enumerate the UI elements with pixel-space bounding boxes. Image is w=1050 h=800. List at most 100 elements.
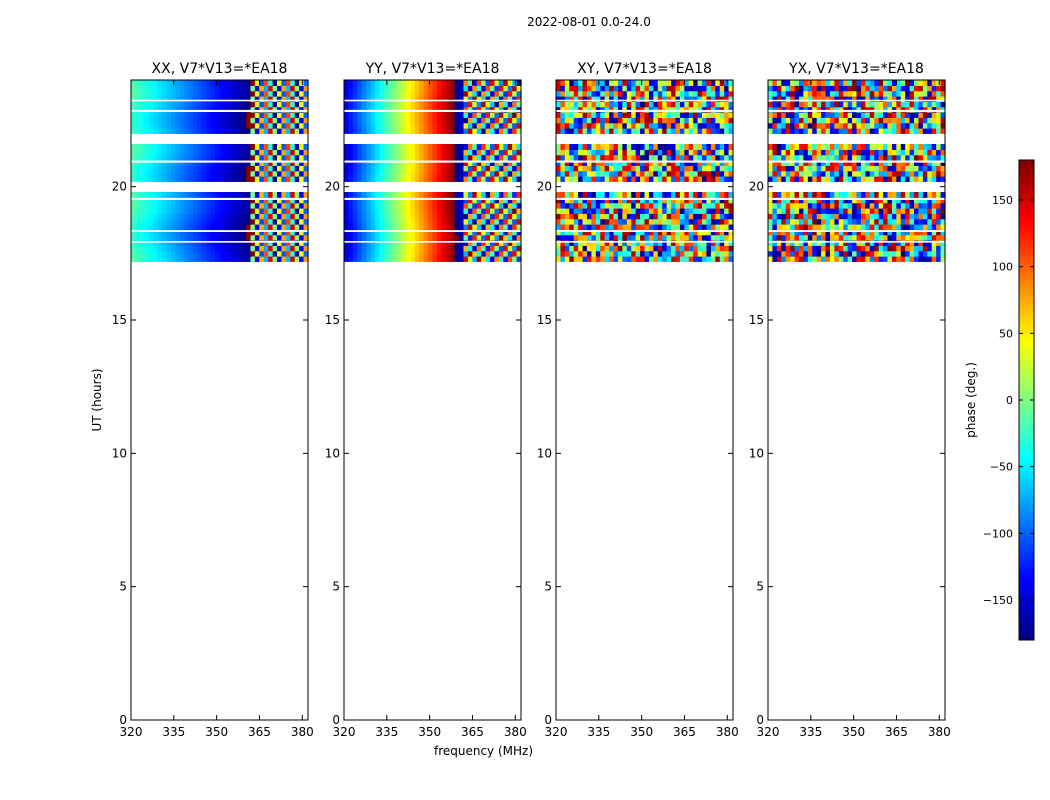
heatmap-cell bbox=[170, 160, 176, 166]
heatmap-cell bbox=[481, 192, 487, 198]
heatmap-cell bbox=[357, 245, 363, 252]
heatmap-cell bbox=[657, 106, 663, 113]
heatmap-cell bbox=[781, 106, 787, 113]
heatmap-cell bbox=[254, 245, 260, 252]
heatmap-cell bbox=[472, 250, 478, 257]
heatmap-cell bbox=[157, 245, 163, 252]
heatmap-cell bbox=[357, 218, 363, 225]
heatmap-cell bbox=[856, 224, 862, 230]
heatmap-cell bbox=[803, 154, 809, 161]
heatmap-cell bbox=[883, 149, 889, 156]
heatmap-cell bbox=[401, 176, 407, 182]
heatmap-cell bbox=[507, 224, 513, 230]
heatmap-cell bbox=[388, 197, 394, 204]
heatmap-cell bbox=[940, 208, 946, 214]
heatmap-cell bbox=[865, 85, 871, 92]
heatmap-cell bbox=[352, 256, 358, 262]
heatmap-cell bbox=[503, 160, 509, 166]
heatmap-cell bbox=[246, 234, 252, 241]
heatmap-cell bbox=[564, 197, 570, 204]
heatmap-cell bbox=[710, 154, 716, 161]
heatmap-cell bbox=[290, 202, 296, 209]
heatmap-cell bbox=[516, 154, 522, 161]
heatmap-cell bbox=[896, 208, 902, 214]
heatmap-cell bbox=[357, 176, 363, 182]
heatmap-cell bbox=[940, 256, 946, 262]
heatmap-cell bbox=[388, 229, 394, 236]
heatmap-cell bbox=[450, 256, 456, 262]
heatmap-cell bbox=[776, 213, 782, 220]
heatmap-cell bbox=[445, 144, 451, 150]
heatmap-cell bbox=[259, 245, 265, 252]
heatmap-cell bbox=[516, 160, 522, 166]
heatmap-cell bbox=[153, 165, 159, 172]
heatmap-cell bbox=[450, 170, 456, 177]
heatmap-cell bbox=[578, 122, 584, 129]
heatmap-cell bbox=[905, 122, 911, 129]
heatmap-cell bbox=[595, 218, 601, 225]
heatmap-cell bbox=[595, 112, 601, 118]
heatmap-cell bbox=[285, 85, 291, 92]
heatmap-cell bbox=[476, 165, 482, 172]
heatmap-cell bbox=[600, 197, 606, 204]
heatmap-cell bbox=[467, 144, 473, 150]
heatmap-cell bbox=[432, 224, 438, 230]
heatmap-cell bbox=[188, 128, 194, 134]
heatmap-cell bbox=[467, 192, 473, 198]
heatmap-cell bbox=[374, 144, 380, 150]
heatmap-cell bbox=[847, 149, 853, 156]
heatmap-cell bbox=[503, 202, 509, 209]
heatmap-cell bbox=[144, 117, 150, 124]
heatmap-cell bbox=[490, 106, 496, 113]
heatmap-cell bbox=[210, 234, 216, 241]
heatmap-cell bbox=[392, 149, 398, 156]
heatmap-cell bbox=[843, 240, 849, 246]
heatmap-cell bbox=[600, 149, 606, 156]
heatmap-cell bbox=[856, 240, 862, 246]
heatmap-cell bbox=[219, 149, 225, 156]
heatmap-cell bbox=[423, 90, 429, 97]
heatmap-cell bbox=[719, 245, 725, 252]
heatmap-cell bbox=[666, 165, 672, 172]
heatmap-cell bbox=[272, 160, 278, 166]
heatmap-cell bbox=[450, 165, 456, 172]
heatmap-cell bbox=[781, 96, 787, 102]
heatmap-cell bbox=[232, 96, 238, 102]
heatmap-cell bbox=[481, 245, 487, 252]
heatmap-cell bbox=[900, 213, 906, 220]
heatmap-cell bbox=[512, 202, 518, 209]
heatmap-cell bbox=[816, 90, 822, 97]
heatmap-cell bbox=[706, 208, 712, 214]
heatmap-cell bbox=[640, 218, 646, 225]
heatmap-cell bbox=[834, 144, 840, 150]
heatmap-cell bbox=[878, 213, 884, 220]
heatmap-cell bbox=[821, 144, 827, 150]
heatmap-cell bbox=[148, 96, 154, 102]
heatmap-cell bbox=[405, 202, 411, 209]
heatmap-cell bbox=[573, 90, 579, 97]
heatmap-cell bbox=[348, 122, 354, 129]
data-gap-line bbox=[768, 109, 945, 112]
heatmap-cell bbox=[166, 176, 172, 182]
heatmap-cell bbox=[241, 101, 247, 108]
heatmap-cell bbox=[578, 85, 584, 92]
heatmap-cell bbox=[631, 218, 637, 225]
heatmap-cell bbox=[441, 224, 447, 230]
heatmap-cell bbox=[852, 149, 858, 156]
heatmap-cell bbox=[268, 90, 274, 97]
heatmap-cell bbox=[865, 256, 871, 262]
heatmap-cell bbox=[512, 224, 518, 230]
heatmap-cell bbox=[463, 112, 469, 118]
heatmap-cell bbox=[388, 96, 394, 102]
heatmap-cell bbox=[388, 106, 394, 113]
heatmap-cell bbox=[644, 218, 650, 225]
heatmap-cell bbox=[657, 96, 663, 102]
heatmap-cell bbox=[578, 80, 584, 86]
heatmap-cell bbox=[463, 122, 469, 129]
heatmap-cell bbox=[277, 250, 283, 257]
heatmap-cell bbox=[564, 208, 570, 214]
heatmap-cell bbox=[922, 128, 928, 134]
heatmap-cell bbox=[768, 149, 774, 156]
heatmap-cell bbox=[344, 213, 350, 220]
heatmap-cell bbox=[887, 106, 893, 113]
